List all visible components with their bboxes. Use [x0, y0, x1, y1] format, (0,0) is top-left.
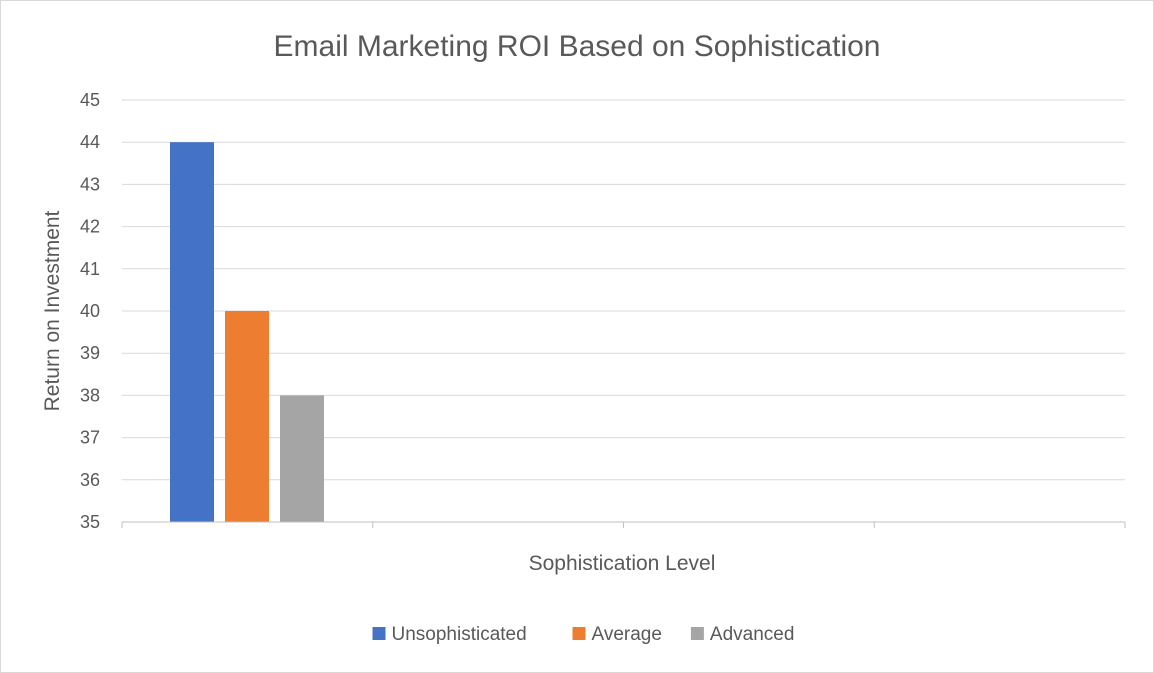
y-tick-label: 42 — [80, 217, 100, 237]
y-tick-label: 38 — [80, 385, 100, 405]
y-tick-label: 45 — [80, 90, 100, 110]
gridlines — [122, 99, 1125, 481]
legend-label: Unsophisticated — [392, 624, 527, 645]
y-tick-label: 44 — [80, 132, 100, 152]
y-tick-label: 43 — [80, 174, 100, 194]
legend: Unsophisticated Average Advanced — [372, 624, 795, 645]
legend-swatch — [572, 627, 586, 640]
y-axis-ticks: 35 36 37 38 39 40 41 42 43 44 45 — [80, 90, 100, 532]
chart-title: Email Marketing ROI Based on Sophisticat… — [274, 30, 881, 63]
y-tick-label: 41 — [80, 259, 100, 279]
bar-average — [225, 311, 269, 522]
y-tick-label: 35 — [80, 512, 100, 532]
y-tick-label: 40 — [80, 301, 100, 321]
bar-advanced — [280, 395, 324, 522]
x-axis — [121, 521, 1126, 528]
y-tick-label: 36 — [80, 470, 100, 490]
y-tick-label: 37 — [80, 428, 100, 448]
bar-unsophisticated — [170, 142, 214, 522]
legend-label: Average — [592, 624, 662, 645]
y-tick-label: 39 — [80, 343, 100, 363]
x-axis-title: Sophistication Level — [529, 552, 716, 575]
legend-swatch — [690, 627, 704, 640]
legend-label: Advanced — [710, 624, 795, 645]
legend-swatch — [372, 627, 386, 640]
y-axis-title: Return on Investment — [41, 210, 64, 411]
bars — [170, 142, 324, 522]
